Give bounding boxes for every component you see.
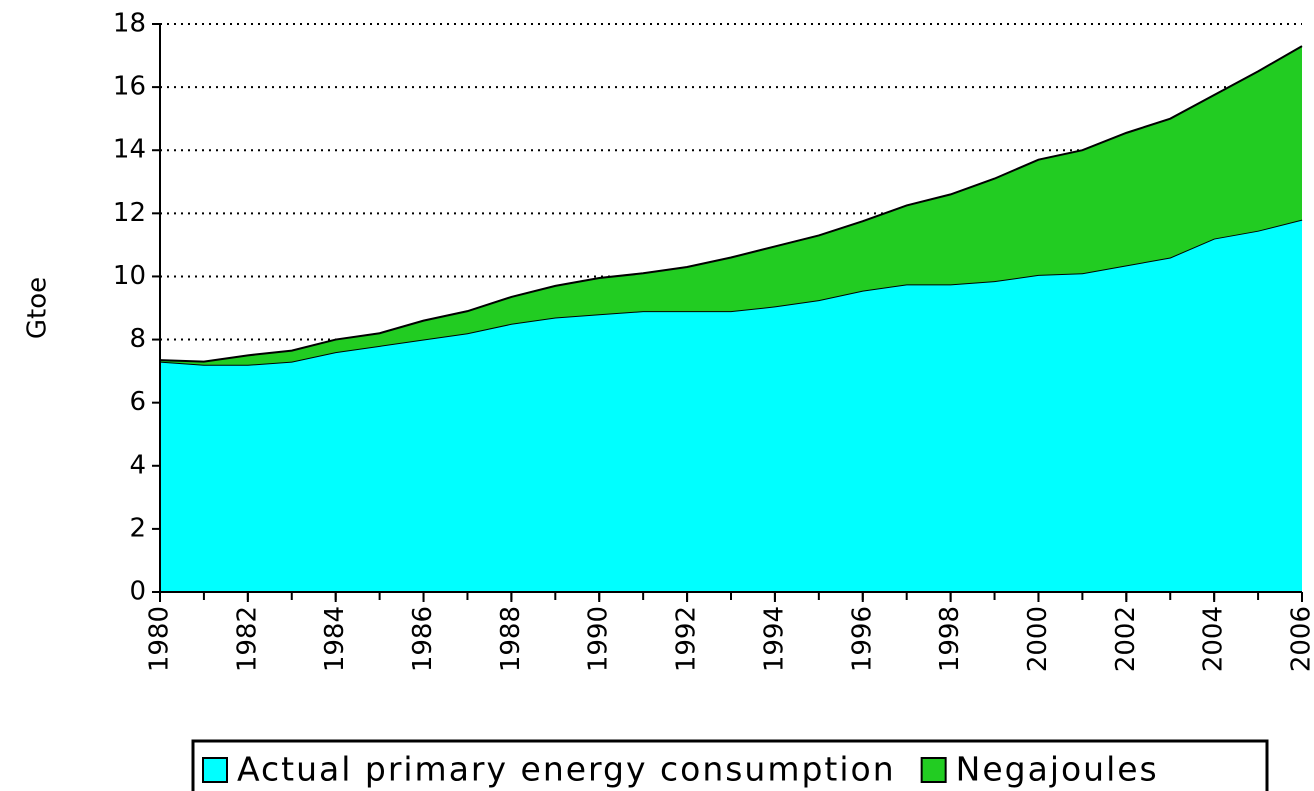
x-tick-label: 2006 <box>1287 606 1314 672</box>
y-tick-label: 16 <box>113 72 146 102</box>
x-tick-label: 1996 <box>847 606 877 672</box>
y-tick-label: 18 <box>113 9 146 39</box>
y-tick-label: 14 <box>113 135 146 165</box>
area-edge <box>159 45 1303 363</box>
x-tick-label: 1994 <box>759 606 789 672</box>
y-tick-label: 10 <box>113 261 146 291</box>
x-tick-label: 1984 <box>320 606 350 672</box>
legend-swatch <box>202 757 228 783</box>
legend-swatch <box>920 757 947 783</box>
y-tick-label: 4 <box>129 450 146 480</box>
x-tick-label: 1980 <box>145 606 175 672</box>
x-tick-label: 1986 <box>408 606 438 672</box>
legend: Actual primary energy consumption Negajou… <box>191 739 1269 791</box>
x-tick-label: 2004 <box>1199 606 1229 672</box>
x-tick-label: 1998 <box>935 606 965 672</box>
legend-box <box>191 739 1269 791</box>
y-tick-label: 12 <box>113 198 146 228</box>
y-tick-label: 2 <box>129 513 146 543</box>
y-tick-label: 0 <box>129 577 146 607</box>
area <box>160 219 1302 592</box>
y-tick-label: 6 <box>129 387 146 417</box>
x-tick-label: 2002 <box>1111 606 1141 672</box>
y-tick-label: 8 <box>129 324 146 354</box>
x-tick-label: 1990 <box>584 606 614 672</box>
legend-label: Actual primary energy consumption <box>237 750 896 789</box>
x-tick-label: 2000 <box>1023 606 1053 672</box>
y-axis-label: Gtoe <box>23 277 53 339</box>
x-tick-label: 1988 <box>496 606 526 672</box>
area <box>160 46 1302 365</box>
legend-label: Negajoules <box>956 750 1159 789</box>
x-tick-label: 1992 <box>672 606 702 672</box>
x-tick-label: 1982 <box>232 606 262 672</box>
